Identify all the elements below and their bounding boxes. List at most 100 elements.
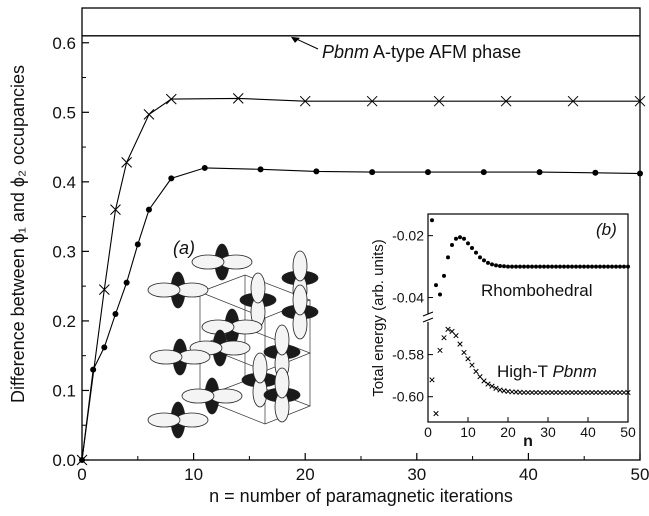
orbital-lobe-pair [239, 272, 277, 328]
inset-point-x [517, 389, 523, 395]
inset-xlabel: n [523, 433, 533, 450]
inset-series-label-pbnm: High-T Pbnm [497, 362, 597, 381]
inset-point-dot [542, 264, 546, 269]
inset-point-x [605, 389, 611, 396]
panel-label-b: (b) [596, 220, 617, 239]
inset-xtick-label: 30 [540, 424, 556, 440]
inset-point-dot [510, 264, 514, 269]
main-point-dot [145, 206, 152, 213]
inset-point-x [525, 389, 531, 396]
main-point-dot [424, 169, 431, 176]
inset-point-x [461, 349, 467, 356]
inset-point-dot [494, 263, 498, 268]
main-xtick-label: 0 [77, 465, 86, 484]
inset-point-x [553, 389, 559, 396]
inset-point-x [521, 389, 527, 396]
inset-point-dot [506, 264, 510, 269]
inset-axis-ticks: 0 10 20 30 40 50 -0.02 -0.04 -0.58 -0.60 [392, 228, 636, 440]
inset-point-x [545, 389, 551, 396]
main-point-dot [201, 164, 208, 171]
main-xtick-label: 10 [184, 465, 203, 484]
inset-point-dot [602, 264, 606, 269]
orbital-lobe-pair [263, 367, 301, 423]
inset-point-dot [478, 255, 482, 260]
inset-point-dot [462, 236, 466, 241]
inset-point-x [493, 385, 499, 391]
inset-point-x [433, 410, 439, 417]
main-ytick-label: 0.2 [52, 312, 76, 331]
inset-series-label-pbnm-plain: High-T [497, 362, 552, 381]
inset-point-dot [626, 264, 630, 269]
inset-point-dot [430, 218, 434, 223]
inset-point-dot [582, 264, 586, 269]
inset-ytick-label: -0.60 [392, 389, 424, 405]
inset-point-x [509, 389, 515, 395]
inset-point-x [565, 389, 571, 396]
main-axis-ticks: 0 10 20 30 40 50 0.0 0.1 0.2 0.3 0.4 0.5 0.6 [52, 7, 649, 484]
inset-point-dot [526, 264, 530, 269]
inset-axis-break [422, 311, 434, 323]
inset-series-group [429, 218, 631, 417]
inset-point-dot [606, 264, 610, 269]
main-point-x [433, 95, 445, 107]
inset-point-x [489, 383, 495, 389]
inset-point-x [617, 389, 623, 396]
inset-point-dot [546, 264, 550, 269]
inset-point-dot [434, 283, 438, 288]
inset-point-dot [558, 264, 562, 269]
inset-point-x [513, 389, 519, 395]
inset-point-dot [622, 264, 626, 269]
main-point-x [98, 284, 110, 295]
inset-point-x [581, 389, 587, 396]
main-ytick-label: 0.0 [52, 451, 76, 470]
inset-point-dot [490, 262, 494, 267]
inset-series-label-rhombohedral: Rhombohedral [481, 281, 593, 300]
inset-point-x [457, 341, 463, 347]
inset-point-x [429, 377, 435, 383]
orbital-lobe-pair [147, 271, 209, 309]
inset-xtick-label: 0 [424, 424, 432, 440]
main-ytick-label: 0.4 [52, 173, 76, 192]
main-point-x [500, 95, 512, 107]
inset-point-dot [598, 264, 602, 269]
main-ytick-label: 0.6 [52, 34, 76, 53]
inset-point-x [549, 389, 555, 396]
main-point-x [143, 109, 155, 120]
inset-point-x [569, 389, 575, 396]
inset-point-dot [446, 255, 450, 260]
inset-point-x [497, 387, 503, 393]
main-point-dot [79, 457, 85, 463]
main-point-dot [536, 169, 543, 176]
inset-ylabel: Total energy (arb. units) [370, 239, 387, 397]
main-ytick-label: 0.3 [52, 242, 76, 261]
inset-point-x [477, 374, 483, 380]
reference-arrow [295, 38, 319, 50]
main-point-dot [112, 310, 119, 317]
orbital-lobe-pair [201, 308, 263, 346]
inset-point-x [597, 389, 603, 396]
inset-point-dot [454, 236, 458, 241]
orbital-lobe-pair [241, 352, 279, 408]
main-point-dot [101, 344, 108, 351]
inset-point-dot [554, 264, 558, 269]
main-point-dot [637, 170, 643, 177]
inset-point-dot [466, 241, 470, 246]
inset-point-dot [566, 264, 570, 269]
inset-xtick-label: 50 [620, 424, 636, 440]
inset-point-x [445, 326, 451, 332]
inset-point-dot [534, 264, 538, 269]
reference-label-rest: A-type AFM phase [369, 42, 521, 62]
inset-point-x [437, 347, 443, 354]
main-point-x [299, 95, 311, 107]
main-point-dot [123, 279, 130, 286]
reference-arrow-head [291, 36, 300, 43]
inset-point-dot [498, 263, 502, 268]
main-point-x [232, 93, 244, 104]
main-point-dot [134, 241, 141, 248]
inset-point-dot [574, 264, 578, 269]
inset-point-x [601, 389, 607, 396]
main-point-x [634, 95, 646, 107]
inset-point-dot [482, 258, 486, 263]
inset-point-x [541, 389, 547, 396]
main-point-x [366, 95, 378, 107]
